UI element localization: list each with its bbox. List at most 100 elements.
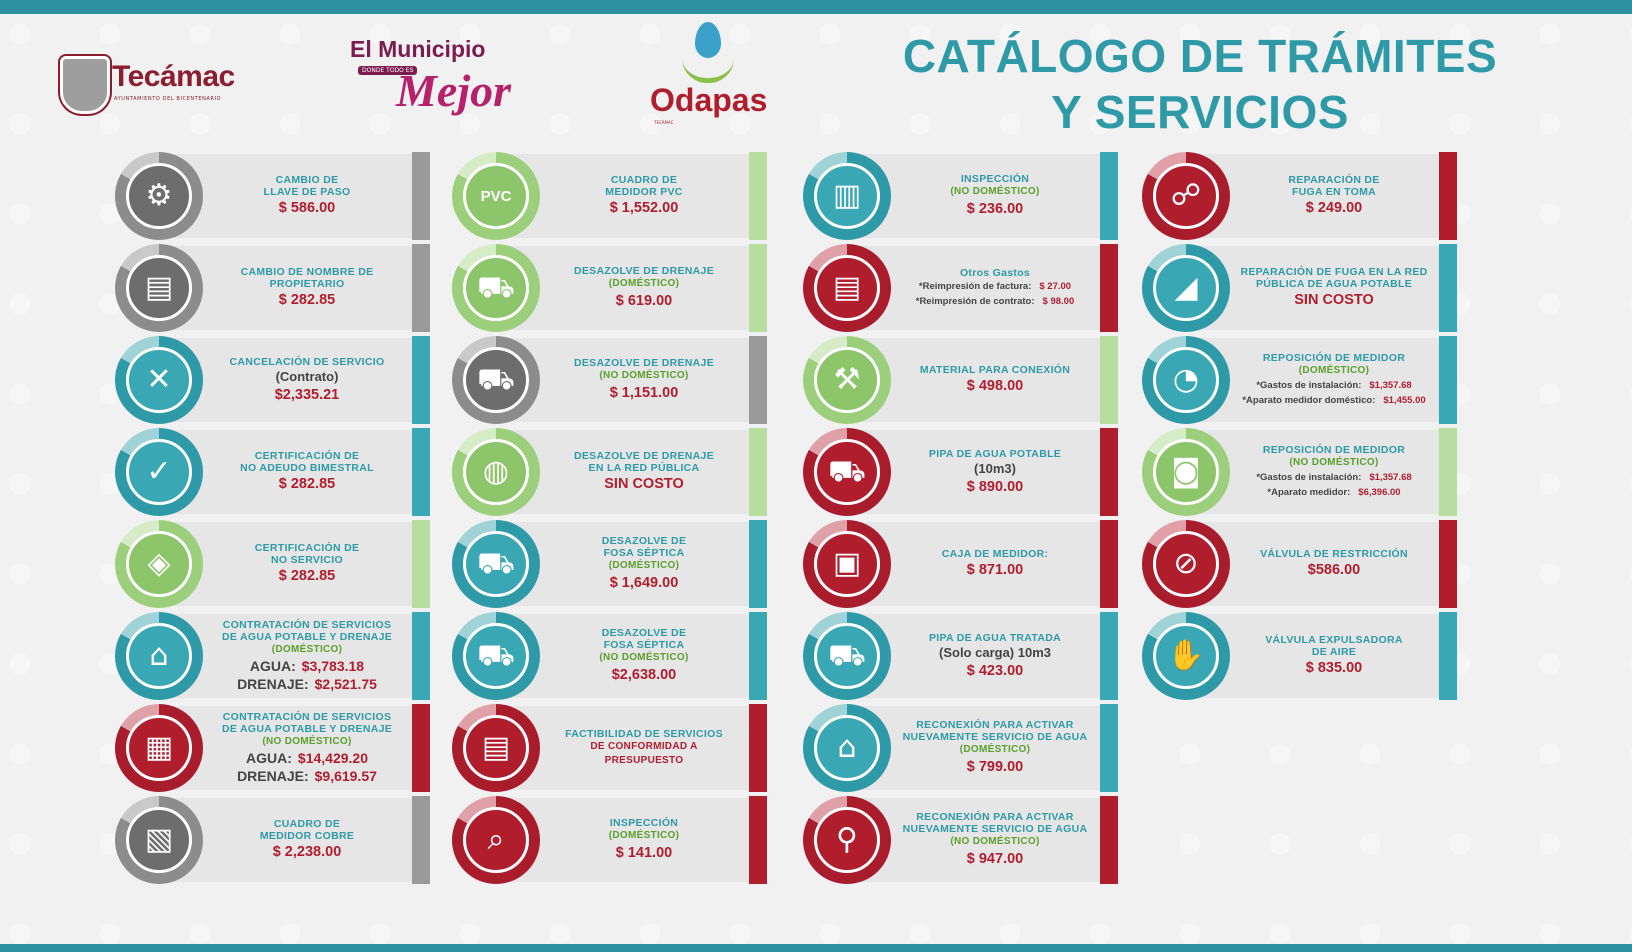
storefront-icon: ▥ bbox=[814, 163, 880, 229]
service-name-line1: CONTRATACIÓN DE SERVICIOS bbox=[222, 711, 392, 723]
house-faucet-icon-glyph: ⌂ bbox=[837, 730, 857, 765]
card-stripe bbox=[749, 520, 767, 608]
service-name-line2: PROPIETARIO bbox=[269, 278, 345, 290]
service-card: ⛟ PIPA DE AGUA POTABLE (10m3) $ 890.00 bbox=[803, 428, 1118, 516]
service-card: ⌕ INSPECCIÓN (DOMÉSTICO) $ 141.00 bbox=[452, 796, 767, 884]
pipe-leak-icon-glyph: ☍ bbox=[1170, 178, 1202, 213]
document-cancel-icon-glyph: ✕ bbox=[146, 362, 172, 397]
service-price: $2,335.21 bbox=[274, 386, 340, 403]
card-text: CAMBIO DE NOMBRE DE PROPIETARIO $ 282.85 bbox=[207, 250, 407, 326]
pvc-label: PVC bbox=[480, 187, 512, 205]
service-name-line2: MEDIDOR COBRE bbox=[259, 830, 355, 842]
service-subtitle: (NO DOMÉSTICO) bbox=[950, 836, 1040, 847]
service-subtitle: (DOMÉSTICO) bbox=[1298, 365, 1370, 376]
logo-tecamac-name: Tecámac bbox=[112, 60, 235, 93]
service-card: ☍ REPARACIÓN DE FUGA EN TOMA $ 249.00 bbox=[1142, 152, 1457, 240]
septic-truck-icon-glyph: ⛟ bbox=[477, 546, 515, 581]
page-title-line1: CATÁLOGO DE TRÁMITES bbox=[902, 30, 1498, 82]
fee-label: *Reimpresión de factura: bbox=[918, 281, 1032, 292]
fee-label: DRENAJE: bbox=[237, 676, 309, 692]
service-card: ⛟ DESAZOLVE DE DRENAJE (NO DOMÉSTICO) $ 1,1… bbox=[452, 336, 767, 424]
card-text: DESAZOLVE DE DRENAJE EN LA RED PÚBLICA SIN… bbox=[544, 434, 744, 510]
service-subtitle: (NO DOMÉSTICO) bbox=[599, 652, 689, 663]
shop-drop-icon-glyph: ▦ bbox=[144, 730, 174, 765]
service-card: ⛟ DESAZOLVE DE FOSA SÉPTICA (NO DOMÉSTICO) $… bbox=[452, 612, 767, 700]
service-price: $ 141.00 bbox=[615, 845, 673, 861]
septic-truck-worker-icon-glyph: ⛟ bbox=[477, 638, 515, 673]
card-stripe bbox=[1100, 704, 1118, 792]
service-name-line2: PÚBLICA DE AGUA POTABLE bbox=[1255, 278, 1413, 290]
card-stripe bbox=[1100, 520, 1118, 608]
card-text: CAJA DE MEDIDOR: $ 871.00 bbox=[895, 526, 1095, 602]
service-name-line2: MEDIDOR PVC bbox=[605, 186, 683, 198]
fee-value: $1,357.68 bbox=[1369, 380, 1412, 391]
service-name-line1: DESAZOLVE DE DRENAJE bbox=[574, 450, 714, 462]
card-stripe bbox=[1100, 796, 1118, 884]
service-price: $ 619.00 bbox=[615, 293, 673, 309]
drain-truck-icon-glyph: ⛟ bbox=[477, 270, 515, 305]
card-text: CERTIFICACIÓN DE NO SERVICIO $ 282.85 bbox=[207, 526, 407, 602]
service-price: $ 498.00 bbox=[966, 378, 1024, 394]
service-card: ⊘ VÁLVULA DE RESTRICCIÓN $586.00 bbox=[1142, 520, 1457, 608]
service-price: SIN COSTO bbox=[1294, 292, 1374, 308]
logo-tecamac: Tecámac AYUNTAMIENTO DEL BICENTENARIO bbox=[60, 52, 245, 114]
treated-water-truck-icon: ⛟ bbox=[814, 623, 880, 689]
card-stripe bbox=[749, 612, 767, 700]
service-name-line2: DE AGUA POTABLE Y DRENAJE bbox=[221, 631, 393, 643]
water-drop-icon bbox=[695, 22, 721, 58]
service-price: $ 282.85 bbox=[278, 476, 336, 492]
card-text: DESAZOLVE DE FOSA SÉPTICA (DOMÉSTICO) $ 1,6… bbox=[544, 526, 744, 602]
pipe-leak-icon: ☍ bbox=[1153, 163, 1219, 229]
service-name-line1: PIPA DE AGUA POTABLE bbox=[928, 447, 1062, 460]
service-price: $ 423.00 bbox=[966, 662, 1024, 679]
service-price: $2,638.00 bbox=[611, 667, 677, 683]
service-name-line1: VÁLVULA EXPULSADORA bbox=[1265, 634, 1403, 646]
service-card: ▧ CUADRO DE MEDIDOR COBRE $ 2,238.00 bbox=[115, 796, 430, 884]
card-stripe bbox=[749, 244, 767, 332]
faucet-restrict-icon: ⊘ bbox=[1153, 531, 1219, 597]
service-name-line1: REPOSICIÓN DE MEDIDOR bbox=[1262, 352, 1406, 364]
logo-municipio-line2: Mejor bbox=[396, 65, 511, 116]
service-card: ✕ CANCELACIÓN DE SERVICIO (Contrato) $2,335… bbox=[115, 336, 430, 424]
faucet-meter-icon: ⚲ bbox=[814, 807, 880, 873]
service-card: ⌂ RECONEXIÓN PARA ACTIVAR NUEVAMENTE SERVI… bbox=[803, 704, 1118, 792]
fee-value: $2,521.75 bbox=[314, 676, 377, 692]
card-text: INSPECCIÓN (NO DOMÉSTICO) $ 236.00 bbox=[895, 158, 1095, 234]
pipe-wrench-icon-glyph: ⚒ bbox=[833, 362, 861, 397]
service-name-line2: FOSA SÉPTICA bbox=[603, 547, 685, 559]
service-price: $ 249.00 bbox=[1305, 200, 1363, 216]
fee-value: $9,619.57 bbox=[314, 768, 377, 784]
service-subtitle: (Contrato) bbox=[275, 368, 339, 384]
service-name-line1: CERTIFICACIÓN DE bbox=[254, 450, 360, 462]
card-text: DESAZOLVE DE DRENAJE (DOMÉSTICO) $ 619.00 bbox=[544, 250, 744, 326]
service-card: ◈ CERTIFICACIÓN DE NO SERVICIO $ 282.85 bbox=[115, 520, 430, 608]
service-price: $ 871.00 bbox=[966, 562, 1024, 578]
document-feasibility-icon-glyph: ▤ bbox=[481, 730, 511, 765]
service-name-line1: CONTRATACIÓN DE SERVICIOS bbox=[222, 619, 392, 631]
service-subtitle: (DOMÉSTICO) bbox=[959, 744, 1031, 755]
service-name-line1: CUADRO DE bbox=[273, 818, 341, 830]
service-card: ▤ CAMBIO DE NOMBRE DE PROPIETARIO $ 282.85 bbox=[115, 244, 430, 332]
service-name-line1: CUADRO DE bbox=[610, 174, 678, 186]
tecamac-shield-icon bbox=[60, 56, 110, 114]
meter-digital-icon-glyph: ◙ bbox=[1171, 454, 1201, 489]
service-name-line1: DESAZOLVE DE DRENAJE bbox=[574, 357, 714, 369]
service-subtitle: (DOMÉSTICO) bbox=[608, 830, 680, 841]
card-stripe bbox=[412, 704, 430, 792]
card-text: REPARACIÓN DE FUGA EN LA RED PÚBLICA DE A… bbox=[1234, 250, 1434, 326]
card-stripe bbox=[412, 796, 430, 884]
service-name-line2: FUGA EN TOMA bbox=[1291, 186, 1377, 198]
fee-value: $14,429.20 bbox=[297, 750, 368, 766]
service-name-line1: INSPECCIÓN bbox=[960, 173, 1030, 185]
service-subtitle: (NO DOMÉSTICO) bbox=[1289, 457, 1379, 468]
fee-row: *Reimpresión de contrato: $ 98.00 bbox=[916, 294, 1074, 309]
valve-worker-icon: ⚙ bbox=[126, 163, 192, 229]
service-card: ⛟ DESAZOLVE DE DRENAJE (DOMÉSTICO) $ 619.00 bbox=[452, 244, 767, 332]
service-price: $ 1,151.00 bbox=[609, 385, 679, 401]
fee-value: $1,455.00 bbox=[1383, 395, 1426, 406]
service-price: $ 1,552.00 bbox=[609, 200, 679, 216]
document-icon: ▤ bbox=[814, 255, 880, 321]
card-stripe bbox=[1439, 152, 1457, 240]
card-stripe bbox=[1100, 336, 1118, 424]
document-drop-icon: ◈ bbox=[126, 531, 192, 597]
